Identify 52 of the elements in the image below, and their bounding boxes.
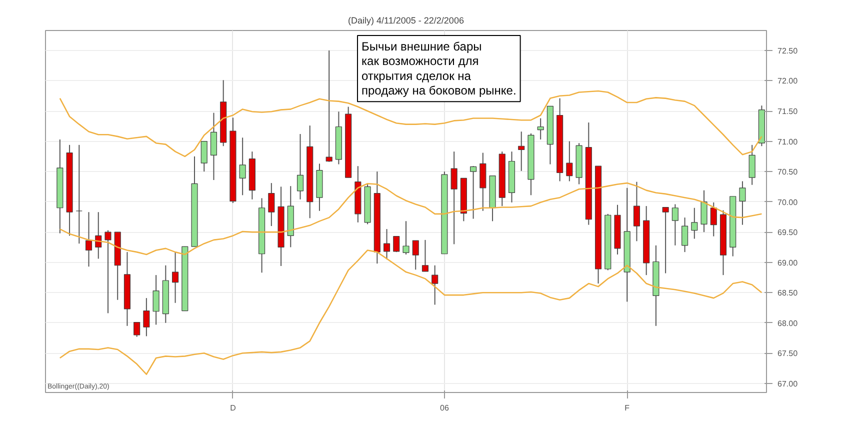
candlestick xyxy=(422,239,429,272)
candlestick xyxy=(748,144,756,186)
candlestick xyxy=(104,230,112,314)
candlestick xyxy=(691,207,698,240)
candlestick xyxy=(450,151,458,245)
line-series xyxy=(59,182,762,256)
candlestick xyxy=(662,206,669,274)
line-series xyxy=(59,250,762,375)
candlestick xyxy=(682,217,688,253)
candlestick xyxy=(393,236,400,253)
candlestick xyxy=(700,190,708,233)
candlestick xyxy=(239,137,246,196)
candlestick xyxy=(172,252,179,304)
candlestick xyxy=(470,166,477,220)
candlestick xyxy=(85,212,92,268)
y-tick-label: 67.00 xyxy=(778,379,798,388)
y-tick-label: 72.50 xyxy=(778,46,798,56)
candlestick xyxy=(432,264,438,306)
y-tick-label: 70.50 xyxy=(778,168,798,177)
x-tick-label: F xyxy=(624,404,630,412)
candlestick xyxy=(76,144,82,244)
candlestick xyxy=(402,220,410,255)
candlestick xyxy=(200,140,208,172)
x-tick-label: D xyxy=(230,404,236,412)
y-tick-label: 70.00 xyxy=(778,198,798,207)
y-tick-label: 72.00 xyxy=(778,76,798,86)
candlestick xyxy=(152,274,160,326)
candlestick xyxy=(326,50,332,162)
candlestick xyxy=(296,134,304,200)
candlestick xyxy=(633,181,640,242)
candlestick xyxy=(412,240,419,270)
candlestick xyxy=(143,298,150,337)
candlestick xyxy=(383,228,390,260)
annotation: Бычьи внешние бары как возможности для открытия сделок на продажу на боковом рынке. xyxy=(362,40,516,98)
candlestick xyxy=(566,140,573,182)
y-tick-label: 68.50 xyxy=(778,288,798,298)
candlestick xyxy=(268,182,275,227)
x-tick-label: 06 xyxy=(440,404,450,412)
y-tick-label: 71.50 xyxy=(778,107,798,116)
y-tick-label: 71.00 xyxy=(778,137,798,146)
candlestick xyxy=(537,118,544,140)
candlestick xyxy=(672,204,678,246)
chart-title: (Daily) 4/11/2005 - 22/2/2006 xyxy=(348,16,464,26)
candlestick xyxy=(710,202,717,237)
candlestick xyxy=(518,131,525,172)
y-tick-label: 67.50 xyxy=(778,349,798,358)
candlestick xyxy=(134,322,140,338)
candlestick xyxy=(210,112,218,181)
y-tick-label: 68.00 xyxy=(778,318,798,328)
y-tick-label: 69.00 xyxy=(778,258,798,268)
y-tick-label: 69.50 xyxy=(778,228,798,238)
candlestick xyxy=(739,180,746,226)
